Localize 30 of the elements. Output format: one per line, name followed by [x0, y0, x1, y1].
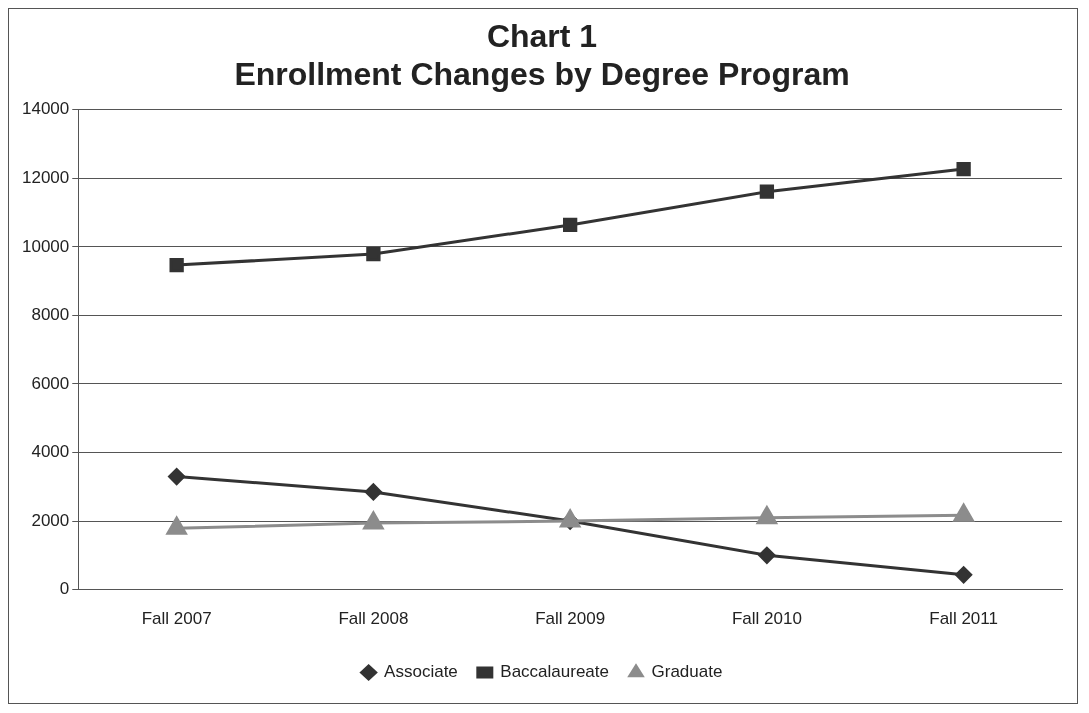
y-tick-label: 12000	[21, 168, 70, 188]
x-tick-label: Fall 2011	[929, 609, 998, 629]
text: Enrollment Changes by Degree Program	[234, 56, 850, 93]
y-tick-label: 6000	[31, 373, 70, 393]
x-tick-label: Fall 2010	[731, 609, 802, 629]
point	[363, 511, 384, 530]
legend-label: Associate	[384, 662, 458, 682]
y-tick-label: 14000	[21, 99, 70, 119]
legend-label: Graduate	[651, 662, 723, 682]
text: Chart 1	[486, 18, 598, 55]
y-tick-label: 8000	[31, 305, 70, 325]
legend-label: Baccalaureate	[500, 662, 610, 682]
x-tick-label: Fall 2009	[535, 609, 606, 629]
point	[756, 506, 778, 525]
point	[953, 503, 974, 522]
point	[366, 246, 381, 262]
point	[562, 217, 578, 233]
point	[169, 257, 184, 273]
point	[758, 546, 776, 564]
y-tick-label: 0	[59, 579, 70, 599]
point	[166, 516, 187, 535]
y-tick-label: 2000	[31, 510, 70, 530]
point	[364, 483, 382, 501]
y-tick-label: 4000	[31, 442, 70, 462]
point	[168, 468, 186, 485]
x-tick-label: Fall 2007	[141, 609, 212, 629]
point	[956, 161, 971, 177]
point	[759, 184, 775, 199]
x-tick-label: Fall 2008	[338, 609, 409, 629]
y-tick-label: 10000	[21, 236, 70, 256]
